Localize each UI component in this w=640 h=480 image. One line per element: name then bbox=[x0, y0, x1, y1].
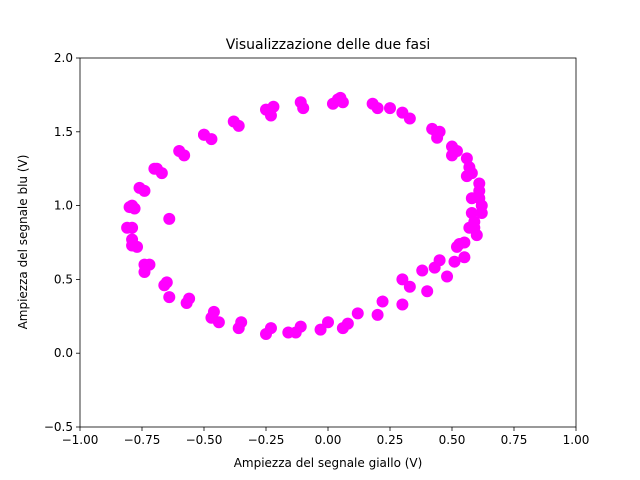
data-point bbox=[384, 102, 396, 115]
y-ticks: −0.5 0.0 0.5 1.0 1.5 2.0 bbox=[44, 51, 80, 434]
x-ticks: −1.00 −0.75 −0.50 −0.25 0.00 0.25 0.50 0.75 1.00 bbox=[62, 427, 590, 447]
data-point bbox=[336, 96, 349, 109]
data-point bbox=[431, 131, 444, 144]
x-tick-label: 0.25 bbox=[377, 433, 404, 447]
data-point bbox=[160, 276, 173, 289]
x-tick-label: −0.75 bbox=[124, 433, 161, 447]
y-tick-label: 0.0 bbox=[54, 346, 73, 360]
data-point bbox=[396, 273, 409, 286]
data-point bbox=[446, 149, 458, 162]
data-point bbox=[264, 109, 277, 122]
data-point bbox=[212, 316, 225, 329]
data-point bbox=[448, 255, 461, 268]
data-point bbox=[421, 285, 434, 298]
data-point bbox=[143, 258, 156, 271]
y-axis-label: Ampiezza del segnale blu (V) bbox=[16, 155, 30, 330]
data-point bbox=[376, 295, 389, 308]
x-tick-label: 1.00 bbox=[563, 433, 590, 447]
x-axis-label: Ampiezza del segnale giallo (V) bbox=[234, 456, 423, 470]
data-point bbox=[297, 102, 310, 115]
data-point bbox=[294, 320, 307, 333]
data-point bbox=[282, 326, 295, 339]
data-point bbox=[232, 119, 245, 132]
y-tick-label: 0.5 bbox=[54, 272, 73, 286]
data-point bbox=[264, 322, 277, 335]
data-point bbox=[207, 305, 220, 318]
data-point bbox=[465, 206, 478, 219]
data-point bbox=[428, 261, 441, 274]
data-point bbox=[465, 192, 478, 205]
data-point bbox=[460, 170, 473, 183]
data-point bbox=[163, 212, 176, 225]
data-point bbox=[403, 112, 416, 125]
data-point bbox=[322, 316, 334, 329]
y-tick-label: −0.5 bbox=[44, 420, 73, 434]
data-point bbox=[396, 298, 409, 311]
x-tick-label: 0.50 bbox=[439, 433, 466, 447]
data-point bbox=[126, 221, 139, 234]
y-tick-label: 1.0 bbox=[54, 199, 73, 213]
data-point bbox=[458, 236, 471, 249]
data-points bbox=[121, 91, 488, 341]
data-point bbox=[441, 270, 454, 283]
x-tick-label: −1.00 bbox=[62, 433, 99, 447]
chart-title: Visualizzazione delle due fasi bbox=[226, 37, 431, 53]
data-point bbox=[138, 184, 151, 197]
y-tick-label: 1.5 bbox=[54, 125, 73, 139]
data-point bbox=[178, 149, 191, 162]
data-point bbox=[371, 308, 384, 321]
plot-area bbox=[80, 58, 576, 427]
data-point bbox=[314, 323, 327, 336]
data-point bbox=[155, 167, 168, 180]
y-tick-label: 2.0 bbox=[54, 51, 73, 65]
data-point bbox=[205, 133, 218, 146]
data-point bbox=[458, 251, 471, 264]
data-point bbox=[131, 240, 144, 253]
x-tick-label: 0.75 bbox=[501, 433, 528, 447]
data-point bbox=[416, 264, 429, 277]
data-point bbox=[326, 97, 339, 110]
data-point bbox=[460, 152, 473, 165]
data-point bbox=[336, 322, 349, 335]
data-point bbox=[163, 291, 176, 304]
x-tick-label: −0.25 bbox=[248, 433, 285, 447]
x-tick-label: 0.00 bbox=[315, 433, 342, 447]
data-point bbox=[403, 280, 416, 293]
data-point bbox=[371, 102, 384, 115]
data-point bbox=[351, 307, 364, 320]
data-point bbox=[128, 202, 141, 215]
data-point bbox=[463, 221, 476, 234]
data-point bbox=[473, 177, 486, 190]
data-point bbox=[183, 292, 196, 305]
x-tick-label: −0.50 bbox=[186, 433, 223, 447]
data-point bbox=[235, 316, 248, 329]
